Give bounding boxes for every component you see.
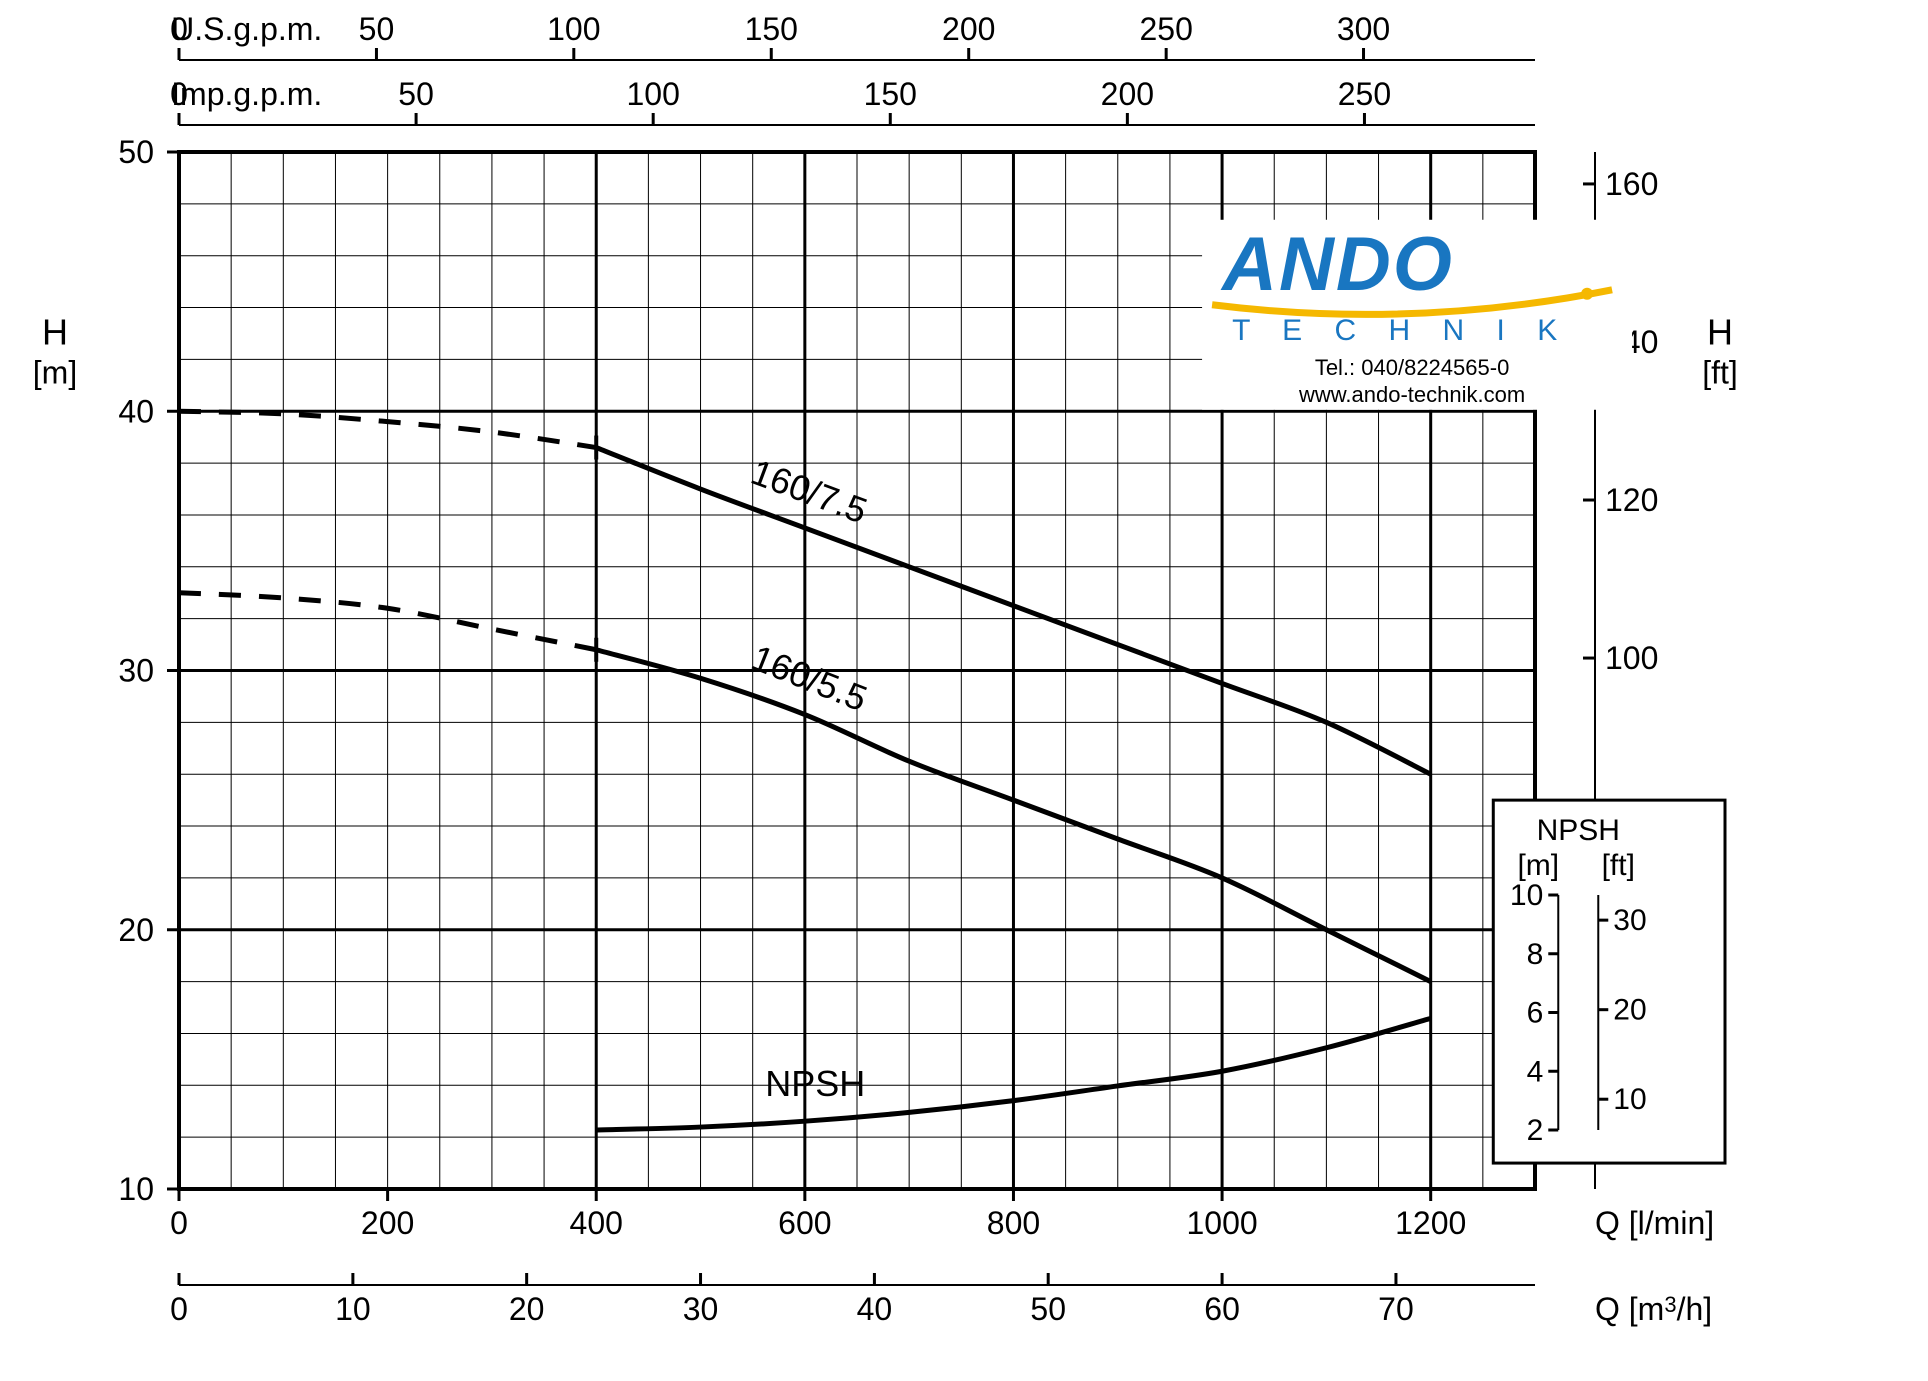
y2-tick-label: 120: [1605, 482, 1658, 518]
y-tick-label: 20: [118, 912, 154, 948]
x-m3h-label: Q [m3/h]: [1595, 1291, 1712, 1327]
chart-container: 1020304050H[m]406080100120140160H[ft]020…: [0, 0, 1928, 1381]
y2-tick-label: 100: [1605, 640, 1658, 676]
npsh-ft-tick: 10: [1613, 1083, 1646, 1116]
x-m3h-tick-label: 40: [857, 1291, 893, 1327]
x-m3h-tick-label: 10: [335, 1291, 371, 1327]
x-m3h-tick-label: 70: [1378, 1291, 1414, 1327]
x-usgpm-tick-label: 300: [1337, 11, 1390, 47]
x-usgpm-tick-label: 50: [359, 11, 395, 47]
y-axis-title-unit: [m]: [33, 354, 77, 390]
x-lmin-tick-label: 1200: [1395, 1205, 1466, 1241]
x-impgpm-tick-label: 150: [864, 76, 917, 112]
ando-logo: ANDO T E C H N I K Tel.: 040/8224565-0www.…: [1202, 220, 1632, 410]
x-impgpm-tick-label: 200: [1101, 76, 1154, 112]
x-m3h-tick-label: 60: [1204, 1291, 1240, 1327]
x-impgpm-tick-label: 50: [398, 76, 434, 112]
npsh-ft-tick: 20: [1613, 994, 1646, 1027]
x-usgpm-unit-label: U.S.g.p.m.: [171, 11, 322, 47]
npsh-m-tick: 2: [1527, 1114, 1544, 1147]
npsh-m-tick: 4: [1527, 1055, 1544, 1088]
y-tick-label: 30: [118, 653, 154, 689]
logo-web: www.ando-technik.com: [1298, 382, 1525, 407]
x-lmin-tick-label: 1000: [1186, 1205, 1257, 1241]
y-tick-label: 40: [118, 393, 154, 429]
x-usgpm-tick-label: 100: [547, 11, 600, 47]
y2-axis-title-H: H: [1707, 311, 1733, 352]
x-m3h-tick-label: 50: [1030, 1291, 1066, 1327]
x-lmin-tick-label: 800: [987, 1205, 1040, 1241]
y-axis-title-H: H: [42, 311, 68, 352]
x-lmin-tick-label: 600: [778, 1205, 831, 1241]
x-lmin-tick-label: 200: [361, 1205, 414, 1241]
npsh-box-unit-m: [m]: [1517, 849, 1559, 882]
x-lmin-tick-label: 0: [170, 1205, 188, 1241]
x-usgpm-tick-label: 250: [1139, 11, 1192, 47]
x-impgpm-unit-label: Imp.g.p.m.: [171, 76, 322, 112]
y2-axis-title-unit: [ft]: [1702, 354, 1738, 390]
x-impgpm-tick-label: 250: [1338, 76, 1391, 112]
npsh-m-tick: 6: [1527, 997, 1544, 1030]
logo-sub-text: T E C H N I K: [1232, 314, 1569, 347]
y-tick-label: 10: [118, 1171, 154, 1207]
npsh-m-tick: 10: [1510, 879, 1543, 912]
npsh-box-unit-ft: [ft]: [1602, 849, 1635, 882]
logo-tel: Tel.: 040/8224565-0: [1315, 355, 1510, 380]
x-lmin-tick-label: 400: [570, 1205, 623, 1241]
x-lmin-label: Q [l/min]: [1595, 1205, 1714, 1241]
npsh-m-tick: 8: [1527, 938, 1544, 971]
x-m3h-tick-label: 30: [683, 1291, 719, 1327]
logo-main-text: ANDO: [1220, 222, 1454, 307]
x-m3h-tick-label: 0: [170, 1291, 188, 1327]
y-tick-label: 50: [118, 134, 154, 170]
npsh-curve-label: NPSH: [765, 1063, 865, 1104]
x-impgpm-tick-label: 100: [626, 76, 679, 112]
x-usgpm-tick-label: 150: [745, 11, 798, 47]
npsh-box-title: NPSH: [1537, 814, 1620, 847]
y2-tick-label: 160: [1605, 166, 1658, 202]
pump-curve-chart: 1020304050H[m]406080100120140160H[ft]020…: [0, 0, 1928, 1381]
x-usgpm-tick-label: 200: [942, 11, 995, 47]
x-m3h-tick-label: 20: [509, 1291, 545, 1327]
npsh-ft-tick: 30: [1613, 904, 1646, 937]
